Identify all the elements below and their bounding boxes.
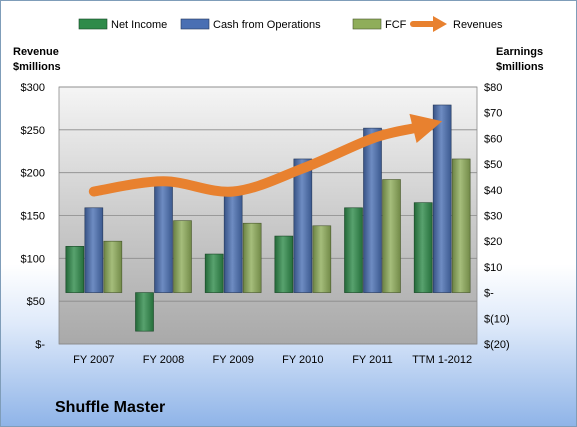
right-axis-tick-label: $40	[484, 185, 502, 197]
right-axis-tick-label: $(20)	[484, 339, 510, 351]
x-axis-ticks: FY 2007 FY 2008 FY 2009 FY 2010 FY 2011 TTM 1…	[73, 354, 472, 366]
bar-cash-from-operations	[223, 189, 243, 293]
left-axis-tick-label: $-	[35, 339, 45, 351]
legend-arrow-head	[433, 16, 447, 32]
x-axis-tick-label: FY 2011	[352, 354, 393, 366]
x-axis-tick-label: FY 2009	[212, 354, 253, 366]
bar-cash-from-operations	[84, 207, 104, 293]
left-axis-ticks: $300 $250 $200 $150 $100 $50 $-	[21, 82, 46, 351]
legend-label-revenues: Revenues	[453, 19, 503, 31]
left-axis-tick-label: $250	[21, 125, 45, 137]
left-axis-tick-label: $200	[21, 168, 45, 180]
bar-cash-from-operations	[154, 184, 173, 293]
right-axis-title-line2: $millions	[496, 61, 544, 73]
right-axis-title-line1: Earnings	[496, 46, 544, 58]
bars	[65, 104, 471, 332]
revenue-arrow-head	[409, 113, 443, 143]
right-axis-tick-label: $-	[484, 288, 494, 300]
x-axis-tick-label: TTM 1-2012	[412, 354, 472, 366]
bar-fcf	[312, 225, 332, 293]
bar-fcf	[242, 222, 262, 293]
x-axis-tick-label: FY 2007	[73, 354, 114, 366]
legend-swatch-fcf	[352, 18, 382, 30]
bar-cash-from-operations	[293, 158, 313, 293]
x-axis-tick-label: FY 2010	[282, 354, 323, 366]
legend-label-fcf: FCF	[385, 19, 407, 31]
bar-fcf	[451, 158, 471, 293]
right-axis-tick-label: $(10)	[484, 313, 510, 325]
bar-cash-from-operations	[363, 127, 382, 293]
legend-swatch-net-income	[78, 18, 108, 30]
left-axis-tick-label: $300	[21, 82, 45, 94]
x-axis-tick-label: FY 2008	[143, 354, 184, 366]
legend-label-cash-from-operations: Cash from Operations	[213, 19, 321, 31]
bar-net-income	[413, 202, 433, 293]
bar-fcf	[103, 240, 123, 293]
bar-net-income	[135, 292, 154, 332]
revenue-line-path	[88, 123, 419, 197]
left-axis-title-line1: Revenue	[13, 46, 59, 58]
bar-net-income	[65, 246, 85, 293]
bar-fcf	[173, 220, 192, 293]
revenue-line	[88, 113, 443, 197]
right-axis-ticks: $80 $70 $60 $50 $40 $30 $20 $10 $- $(10) $(20)	[484, 82, 510, 351]
bar-cash-from-operations	[432, 104, 452, 293]
bar-fcf	[382, 179, 401, 293]
right-axis-tick-label: $10	[484, 262, 502, 274]
right-axis-tick-label: $20	[484, 236, 502, 248]
left-axis-tick-label: $100	[21, 253, 45, 265]
company-name: Shuffle Master	[55, 399, 166, 416]
left-axis-tick-label: $50	[27, 296, 45, 308]
right-axis-tick-label: $30	[484, 211, 502, 223]
right-axis-tick-label: $70	[484, 108, 502, 120]
legend-label-net-income: Net Income	[111, 19, 167, 31]
right-axis-tick-label: $60	[484, 133, 502, 145]
bar-net-income	[274, 235, 294, 293]
left-axis-title: Revenue $millions	[13, 45, 83, 75]
bar-net-income	[344, 207, 363, 293]
legend: Net Income Cash from Operations FCF Revenue…	[78, 16, 503, 32]
right-axis-title: Earnings $millions	[496, 45, 566, 75]
left-axis-tick-label: $150	[21, 211, 45, 223]
right-axis-tick-label: $80	[484, 82, 502, 94]
right-axis-tick-label: $50	[484, 159, 502, 171]
left-axis-title-line2: $millions	[13, 61, 61, 73]
bar-net-income	[204, 253, 224, 293]
legend-swatch-cash-from-operations	[180, 18, 210, 30]
